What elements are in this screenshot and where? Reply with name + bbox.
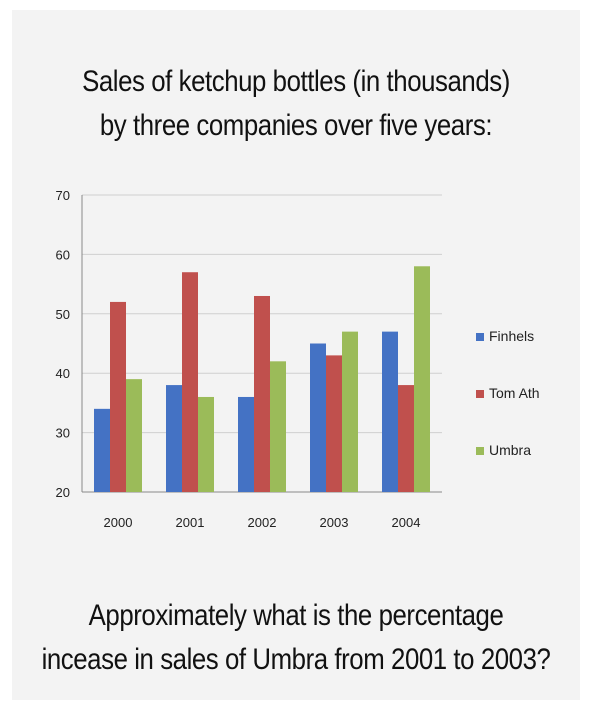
legend-label: Finhels xyxy=(489,328,534,344)
y-tick-label: 50 xyxy=(56,307,70,322)
question-line-1: Approximately what is the percentage xyxy=(88,599,504,632)
legend-label: Tom Ath xyxy=(489,385,540,401)
question-line-2: incease in sales of Umbra from 2001 to 2… xyxy=(41,643,551,676)
bar-umbra xyxy=(126,379,142,492)
x-tick-label: 2000 xyxy=(104,515,133,530)
legend-swatch xyxy=(476,333,484,341)
bar-finhels xyxy=(310,343,326,492)
chart-title-line-2: by three companies over five years: xyxy=(99,109,493,142)
x-tick-label: 2002 xyxy=(248,515,277,530)
bar-umbra xyxy=(342,331,358,492)
bar-finhels xyxy=(94,408,110,492)
legend-swatch xyxy=(476,447,484,455)
slide-background xyxy=(12,10,580,700)
bar-tom-ath xyxy=(254,295,270,492)
chart-title: Sales of ketchup bottles (in thousands) … xyxy=(41,60,550,148)
bar-umbra xyxy=(414,266,430,492)
bar-finhels xyxy=(382,331,398,492)
y-tick-label: 40 xyxy=(56,366,70,381)
bar-umbra xyxy=(270,361,286,492)
chart-title-line-1: Sales of ketchup bottles (in thousands) xyxy=(82,65,510,98)
y-tick-label: 20 xyxy=(56,485,70,500)
bar-tom-ath xyxy=(182,272,198,492)
question-text: Approximately what is the percentage inc… xyxy=(41,594,551,682)
bar-tom-ath xyxy=(326,355,342,492)
legend-label: Umbra xyxy=(489,442,531,458)
y-tick-label: 70 xyxy=(56,188,70,203)
bar-umbra xyxy=(198,396,214,492)
x-tick-label: 2004 xyxy=(392,515,421,530)
bar-tom-ath xyxy=(110,301,126,492)
y-tick-label: 30 xyxy=(56,426,70,441)
x-tick-label: 2003 xyxy=(320,515,349,530)
y-tick-label: 60 xyxy=(56,247,70,262)
bar-finhels xyxy=(238,396,254,492)
legend-swatch xyxy=(476,390,484,398)
bar-finhels xyxy=(166,385,182,492)
x-tick-label: 2001 xyxy=(176,515,205,530)
bar-tom-ath xyxy=(398,385,414,492)
